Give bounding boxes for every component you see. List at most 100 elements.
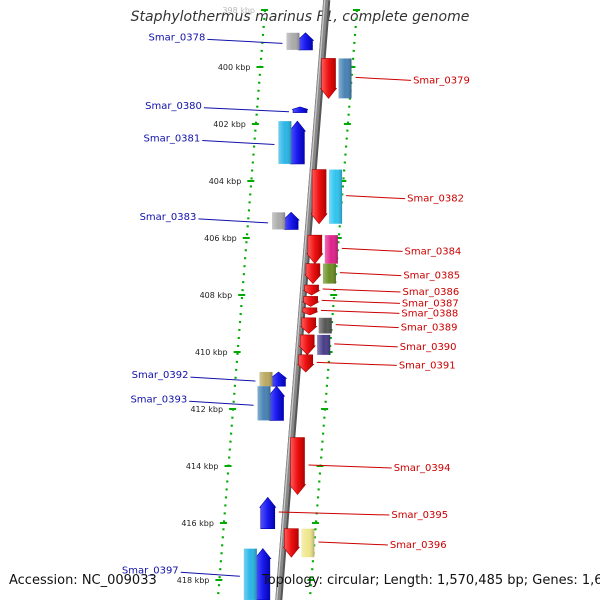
label-leader-line bbox=[335, 324, 399, 329]
gene-smar_0382[interactable] bbox=[310, 169, 343, 225]
cog-box-shading bbox=[338, 58, 352, 99]
gene-smar_0395[interactable] bbox=[259, 496, 277, 530]
reverse-gene-arrow[interactable] bbox=[296, 354, 315, 373]
reverse-gene-arrow[interactable] bbox=[304, 263, 322, 285]
gene-label[interactable]: Smar_0391 bbox=[399, 360, 456, 371]
gene-smar_0378[interactable] bbox=[286, 32, 315, 51]
labels-layer: Smar_0378 Smar_0379 Smar_0380 Smar_0381 Smar… bbox=[122, 32, 470, 577]
gene-label[interactable]: Smar_0394 bbox=[394, 463, 451, 474]
gene-label[interactable]: Smar_0395 bbox=[391, 510, 448, 521]
ruler-label: 412 kbp bbox=[190, 405, 223, 414]
gene-label[interactable]: Smar_0396 bbox=[390, 540, 447, 551]
gene-label[interactable]: Smar_0388 bbox=[401, 308, 458, 319]
cog-box-shading bbox=[286, 32, 300, 50]
gene-label[interactable]: Smar_0380 bbox=[145, 101, 202, 112]
reverse-gene-arrow[interactable] bbox=[302, 284, 321, 296]
reverse-gene-arrow[interactable] bbox=[310, 169, 328, 225]
gene-smar_0384[interactable] bbox=[306, 234, 338, 265]
forward-gene-arrow[interactable] bbox=[291, 106, 309, 113]
reverse-gene-arrow[interactable] bbox=[301, 296, 320, 307]
reverse-gene-arrow[interactable] bbox=[288, 437, 307, 495]
gene-smar_0392[interactable] bbox=[259, 371, 288, 387]
ruler-label: 398 kbp bbox=[222, 6, 255, 15]
label-leader-line bbox=[321, 299, 400, 304]
label-leader-line bbox=[202, 140, 275, 146]
gene-smar_0388[interactable] bbox=[301, 307, 319, 316]
gene-smar_0380[interactable] bbox=[291, 106, 309, 113]
reverse-gene-arrow[interactable] bbox=[282, 528, 300, 558]
cog-box-shading bbox=[257, 386, 271, 421]
reverse-gene-arrow[interactable] bbox=[306, 234, 324, 265]
ruler-label: 400 kbp bbox=[218, 63, 251, 72]
label-leader-line bbox=[308, 464, 392, 469]
reverse-gene-arrow[interactable] bbox=[319, 58, 338, 99]
label-leader-line bbox=[198, 218, 269, 224]
forward-gene-arrow[interactable] bbox=[269, 371, 288, 387]
gene-smar_0387[interactable] bbox=[301, 296, 320, 307]
ruler-label: 408 kbp bbox=[200, 291, 233, 300]
gene-label[interactable]: Smar_0378 bbox=[149, 32, 206, 43]
gene-smar_0397[interactable] bbox=[243, 548, 272, 600]
accession-text: Accession: NC_009033 bbox=[9, 573, 157, 588]
topology-text: Topology: circular; Length: 1,570,485 bp… bbox=[262, 573, 600, 588]
gene-label[interactable]: Smar_0387 bbox=[402, 298, 459, 309]
gene-label[interactable]: Smar_0379 bbox=[413, 75, 470, 86]
gene-smar_0383[interactable] bbox=[272, 211, 300, 230]
forward-gene-arrow[interactable] bbox=[282, 211, 300, 230]
label-leader-line bbox=[346, 195, 406, 200]
cog-box-shading bbox=[318, 317, 332, 334]
gene-smar_0390[interactable] bbox=[298, 334, 331, 356]
gene-label[interactable]: Smar_0393 bbox=[130, 394, 187, 405]
backbone-layer bbox=[275, 0, 331, 600]
map-title: Staphylothermus marinus F1, complete gen… bbox=[130, 9, 470, 25]
gene-smar_0379[interactable] bbox=[319, 58, 352, 99]
reverse-gene-arrow[interactable] bbox=[299, 317, 318, 334]
gene-label[interactable]: Smar_0392 bbox=[132, 370, 189, 381]
cog-box-shading bbox=[317, 334, 331, 355]
gene-smar_0389[interactable] bbox=[299, 317, 332, 334]
label-leader-line bbox=[322, 288, 401, 293]
reverse-gene-arrow[interactable] bbox=[298, 334, 316, 356]
ruler-label: 418 kbp bbox=[177, 576, 210, 585]
ruler-label: 416 kbp bbox=[181, 519, 214, 528]
label-leader-line bbox=[189, 400, 254, 406]
label-leader-line bbox=[355, 76, 412, 81]
gene-label[interactable]: Smar_0384 bbox=[405, 246, 462, 257]
label-leader-line bbox=[318, 541, 388, 546]
gene-label[interactable]: Smar_0385 bbox=[403, 271, 460, 282]
gene-label[interactable]: Smar_0397 bbox=[122, 565, 179, 576]
gene-smar_0396[interactable] bbox=[282, 528, 315, 558]
forward-gene-arrow[interactable] bbox=[259, 496, 277, 530]
gene-label[interactable]: Smar_0389 bbox=[401, 323, 458, 334]
label-leader-line bbox=[207, 38, 283, 44]
gene-label[interactable]: Smar_0381 bbox=[143, 134, 200, 145]
forward-gene-arrow[interactable] bbox=[288, 120, 307, 165]
gene-smar_0386[interactable] bbox=[302, 284, 321, 296]
forward-gene-arrow[interactable] bbox=[267, 385, 286, 421]
label-leader-line bbox=[278, 511, 390, 516]
cog-box-shading bbox=[243, 548, 257, 600]
ruler-label: 404 kbp bbox=[209, 177, 242, 186]
gene-label[interactable]: Smar_0383 bbox=[140, 212, 197, 223]
label-leader-line bbox=[339, 272, 402, 277]
gene-smar_0391[interactable] bbox=[296, 354, 315, 373]
forward-gene-arrow[interactable] bbox=[296, 32, 315, 51]
ruler-layer: 398 kbp 400 kbp 402 kbp 404 kbp 406 kbp 408 k… bbox=[177, 6, 360, 600]
ruler-label: 402 kbp bbox=[213, 120, 246, 129]
ruler-label: 414 kbp bbox=[186, 462, 219, 471]
gene-smar_0385[interactable] bbox=[304, 263, 336, 285]
gene-label[interactable]: Smar_0390 bbox=[400, 342, 457, 353]
genes-layer bbox=[243, 32, 352, 600]
label-leader-line bbox=[334, 343, 398, 348]
gene-smar_0381[interactable] bbox=[278, 120, 307, 165]
gene-smar_0393[interactable] bbox=[257, 385, 286, 421]
label-leader-line bbox=[203, 107, 290, 113]
gene-label[interactable]: Smar_0386 bbox=[402, 287, 459, 298]
label-leader-line bbox=[320, 309, 400, 314]
gene-smar_0394[interactable] bbox=[288, 437, 307, 495]
cog-box-shading bbox=[322, 263, 336, 284]
gene-label[interactable]: Smar_0382 bbox=[407, 194, 464, 205]
reverse-gene-arrow[interactable] bbox=[301, 307, 319, 316]
cog-box-shading bbox=[324, 235, 338, 264]
